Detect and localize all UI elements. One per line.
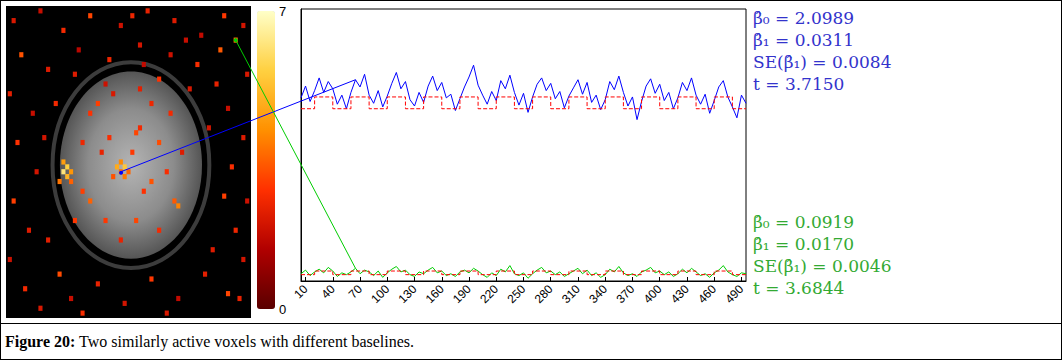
svg-text:t = 3.6844: t = 3.6844 [753, 278, 844, 298]
svg-text:100: 100 [368, 282, 392, 306]
svg-text:130: 130 [395, 282, 419, 306]
svg-text:310: 310 [559, 282, 583, 306]
svg-text:β̂₁ = 0.0311: β̂₁ = 0.0311 [753, 30, 854, 50]
svg-text:70: 70 [346, 282, 366, 302]
svg-text:400: 400 [641, 282, 665, 306]
svg-text:t = 3.7150: t = 3.7150 [753, 74, 844, 94]
svg-text:430: 430 [668, 282, 692, 306]
svg-text:7: 7 [279, 4, 286, 19]
svg-text:β̂₀ = 0.0919: β̂₀ = 0.0919 [753, 212, 854, 232]
svg-text:460: 460 [695, 282, 719, 306]
svg-text:β̂₀ = 2.0989: β̂₀ = 2.0989 [753, 8, 854, 28]
svg-text:10: 10 [291, 282, 311, 302]
svg-text:340: 340 [586, 282, 610, 306]
svg-text:SE(β̂₁) = 0.0046: SE(β̂₁) = 0.0046 [753, 256, 892, 276]
svg-text:370: 370 [613, 282, 637, 306]
svg-text:40: 40 [318, 282, 338, 302]
svg-text:250: 250 [504, 282, 528, 306]
svg-text:160: 160 [423, 282, 447, 306]
svg-text:SE(β̂₁) = 0.0084: SE(β̂₁) = 0.0084 [753, 52, 892, 72]
html-text:Figure 20: Two similarly activ: Figure 20: Two similarly active voxels w… [5, 333, 414, 350]
svg-text:0: 0 [279, 302, 286, 317]
svg-text:190: 190 [450, 282, 474, 306]
svg-text:β̂₁ = 0.0170: β̂₁ = 0.0170 [753, 234, 854, 254]
svg-text:220: 220 [477, 282, 501, 306]
svg-text:490: 490 [722, 282, 746, 306]
svg-text:280: 280 [532, 282, 556, 306]
